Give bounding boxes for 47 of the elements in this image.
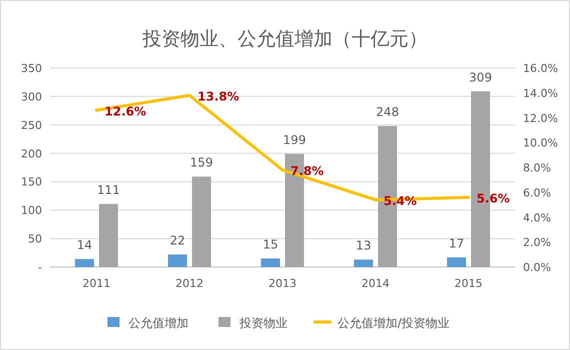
legend-label: 公允值增加/投资物业 <box>338 316 450 330</box>
y-tick-label: 250 <box>21 118 42 132</box>
data-label: 248 <box>376 104 399 119</box>
bar <box>168 254 187 267</box>
y2-tick-label: 6.0% <box>523 186 551 200</box>
data-label: 15 <box>262 237 278 252</box>
y-tick-label: 100 <box>21 204 42 218</box>
y-tick-label: 350 <box>21 62 42 75</box>
y2-tick-label: 2.0% <box>523 236 551 250</box>
x-tick-label: 2011 <box>82 277 110 290</box>
y2-tick-label: 0.0% <box>523 261 551 274</box>
y-tick-label: 50 <box>28 232 42 246</box>
bar <box>447 257 466 267</box>
y-tick-label: - <box>38 261 42 274</box>
y-tick-label: 200 <box>21 147 42 160</box>
legend-label: 投资物业 <box>238 316 288 330</box>
data-label: 12.6% <box>104 104 146 118</box>
bar <box>75 259 94 267</box>
data-label: 199 <box>283 132 306 147</box>
legend-label: 公允值增加 <box>128 316 188 330</box>
y-tick-label: 300 <box>21 90 42 104</box>
x-tick-label: 2014 <box>362 277 390 290</box>
x-tick-label: 2015 <box>454 277 482 290</box>
y2-tick-label: 14.0% <box>523 86 558 100</box>
x-tick-label: 2012 <box>176 277 204 290</box>
data-label: 17 <box>448 236 464 250</box>
data-label: 13.8% <box>198 89 240 104</box>
data-label: 309 <box>469 70 492 84</box>
data-label: 111 <box>97 182 120 197</box>
y2-tick-label: 12.0% <box>523 112 558 125</box>
bar <box>354 260 373 267</box>
bar <box>192 176 211 267</box>
y2-tick-label: 8.0% <box>523 162 551 174</box>
data-label: 22 <box>170 233 186 248</box>
data-label: 5.6% <box>476 191 510 206</box>
y-tick-label: 150 <box>21 176 42 189</box>
data-label: 13 <box>356 238 372 253</box>
bar <box>261 258 280 267</box>
bar <box>99 204 118 267</box>
data-label: 14 <box>76 238 92 252</box>
x-tick-label: 2013 <box>268 277 296 290</box>
data-label: 159 <box>190 156 213 170</box>
y2-tick-label: 10.0% <box>523 136 558 150</box>
data-label: 7.8% <box>290 164 324 178</box>
y2-tick-label: 16.0% <box>523 62 558 75</box>
y2-tick-label: 4.0% <box>523 211 551 224</box>
chart-title: 投资物业、公允值增加（十亿元） <box>142 28 428 50</box>
